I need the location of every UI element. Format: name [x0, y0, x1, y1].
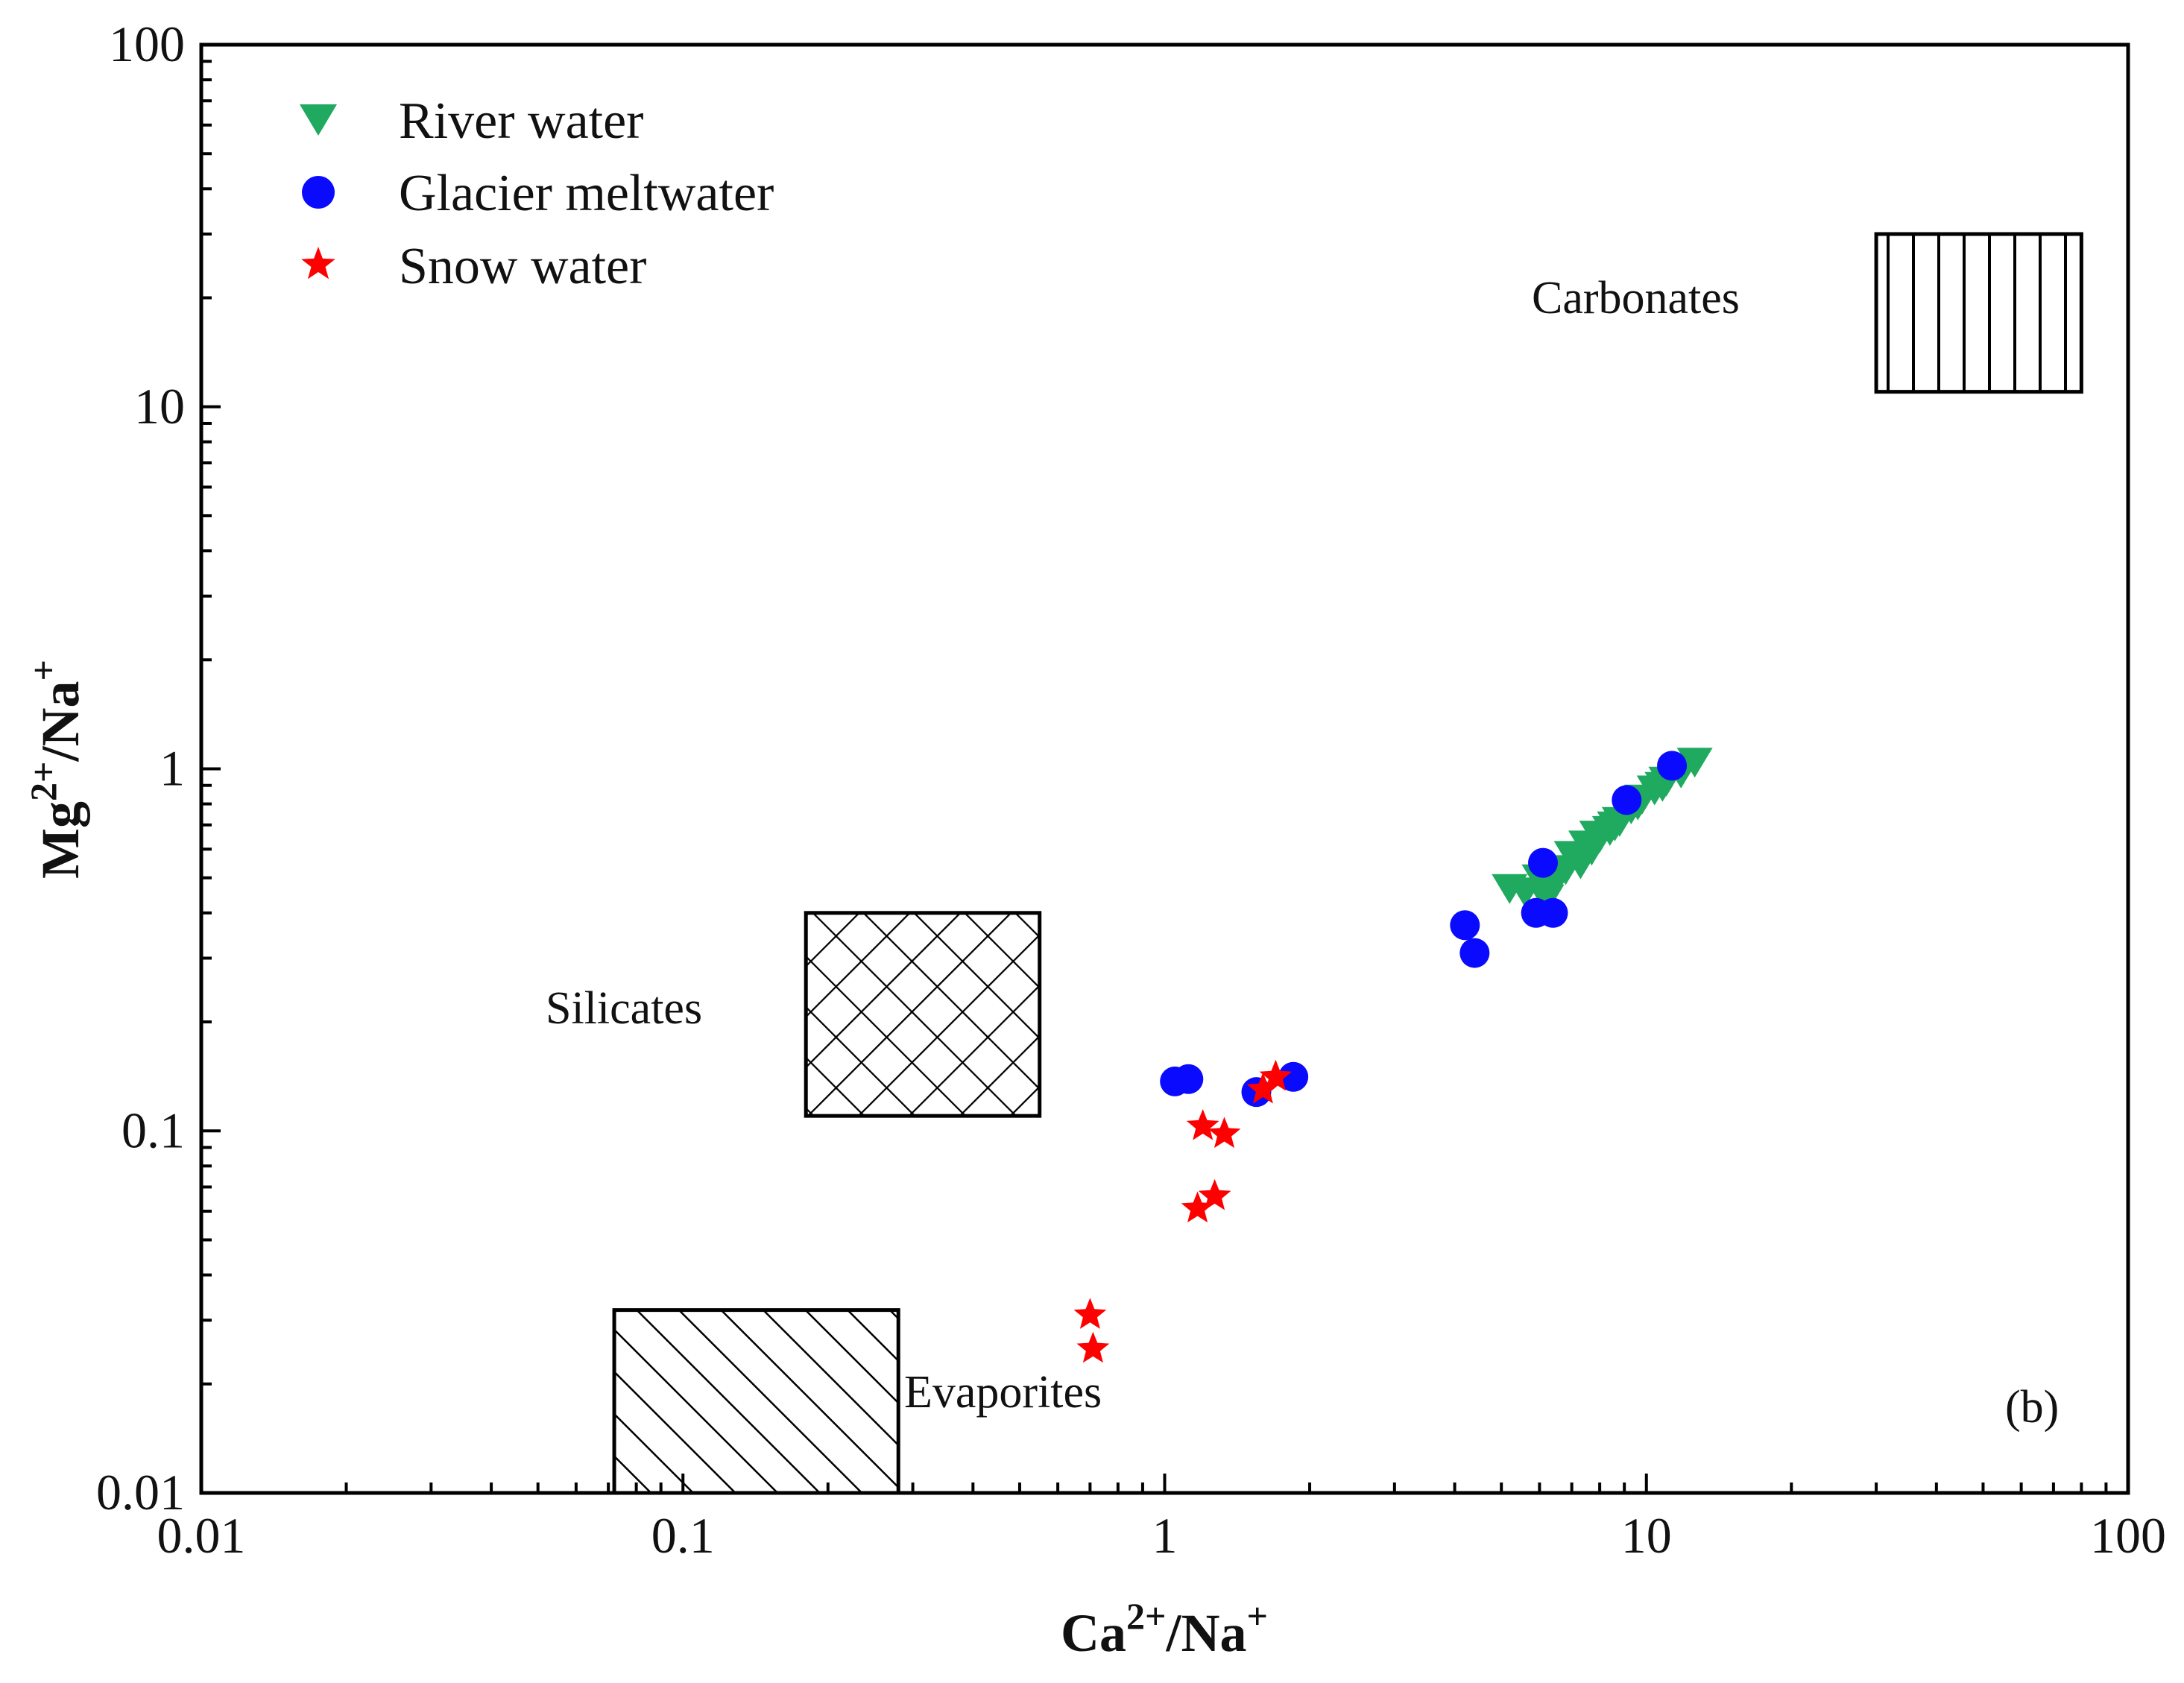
legend-item-snow-water: Snow water	[301, 238, 646, 295]
point-glacier-meltwater	[1459, 938, 1490, 968]
x-tick-label: 0.01	[157, 1507, 246, 1564]
y-tick-label: 10	[134, 378, 185, 435]
region-boxes	[612, 232, 2083, 1495]
point-glacier-meltwater	[1612, 785, 1642, 815]
point-river-water	[1597, 811, 1633, 842]
legend-item-glacier-meltwater: Glacier meltwater	[302, 165, 774, 222]
point-snow-water	[1208, 1117, 1241, 1149]
y-axis-title: Mg2+/Na+	[22, 660, 90, 879]
circle-icon	[302, 176, 335, 209]
point-snow-water	[1073, 1298, 1107, 1329]
y-tick-label: 0.01	[96, 1464, 185, 1521]
panel-label: (b)	[2005, 1382, 2059, 1433]
star-icon	[301, 247, 335, 280]
region-fill-silicates-b	[806, 912, 1040, 1117]
region-label-evaporites: Evaporites	[904, 1367, 1102, 1418]
point-river-water	[1579, 821, 1615, 851]
region-fill-carbonates	[1876, 233, 2082, 392]
point-snow-water	[1186, 1109, 1219, 1140]
y-tick-label: 1	[160, 740, 185, 797]
region-fill-evaporites	[614, 1310, 899, 1493]
point-glacier-meltwater	[1450, 910, 1480, 941]
region-box-carbonates	[1874, 232, 2083, 394]
x-tick-label: 0.1	[651, 1507, 715, 1564]
point-snow-water	[1076, 1331, 1110, 1363]
legend-item-river-water: River water	[300, 92, 643, 150]
region-label-silicates: Silicates	[546, 983, 702, 1034]
region-label-carbonates: Carbonates	[1532, 273, 1740, 323]
legend-label-glacier-meltwater: Glacier meltwater	[399, 165, 774, 222]
x-tick-label: 1	[1152, 1507, 1178, 1564]
x-tick-label: 10	[1621, 1507, 1672, 1564]
legend-label-river-water: River water	[399, 92, 643, 150]
point-glacier-meltwater	[1173, 1064, 1204, 1094]
legend: River water Glacier meltwater Snow water	[300, 92, 774, 295]
point-river-water	[1528, 884, 1565, 915]
x-tick-label: 100	[2090, 1507, 2166, 1564]
point-glacier-meltwater	[1657, 751, 1688, 781]
point-snow-water	[1198, 1178, 1231, 1210]
region-box-silicates	[804, 911, 1042, 1118]
triangle-down-icon	[300, 104, 337, 136]
point-glacier-meltwater	[1528, 847, 1559, 878]
data-points	[1073, 748, 1713, 1363]
x-axis-title: Ca2+/Na+	[1061, 1595, 1268, 1663]
point-snow-water	[1246, 1072, 1280, 1104]
point-river-water	[1676, 748, 1713, 778]
point-glacier-meltwater	[1278, 1061, 1309, 1092]
plot-frame	[199, 42, 2130, 1495]
point-glacier-meltwater	[1538, 897, 1568, 928]
y-tick-label: 0.1	[121, 1102, 185, 1158]
axis-ticks: 0.01 0.1 1 10 100 0.01 0.1 1 10 100	[96, 16, 2166, 1564]
point-snow-water	[1181, 1191, 1214, 1223]
point-snow-water	[1259, 1059, 1293, 1091]
y-tick-label: 100	[109, 16, 185, 72]
legend-label-snow-water: Snow water	[399, 238, 646, 295]
